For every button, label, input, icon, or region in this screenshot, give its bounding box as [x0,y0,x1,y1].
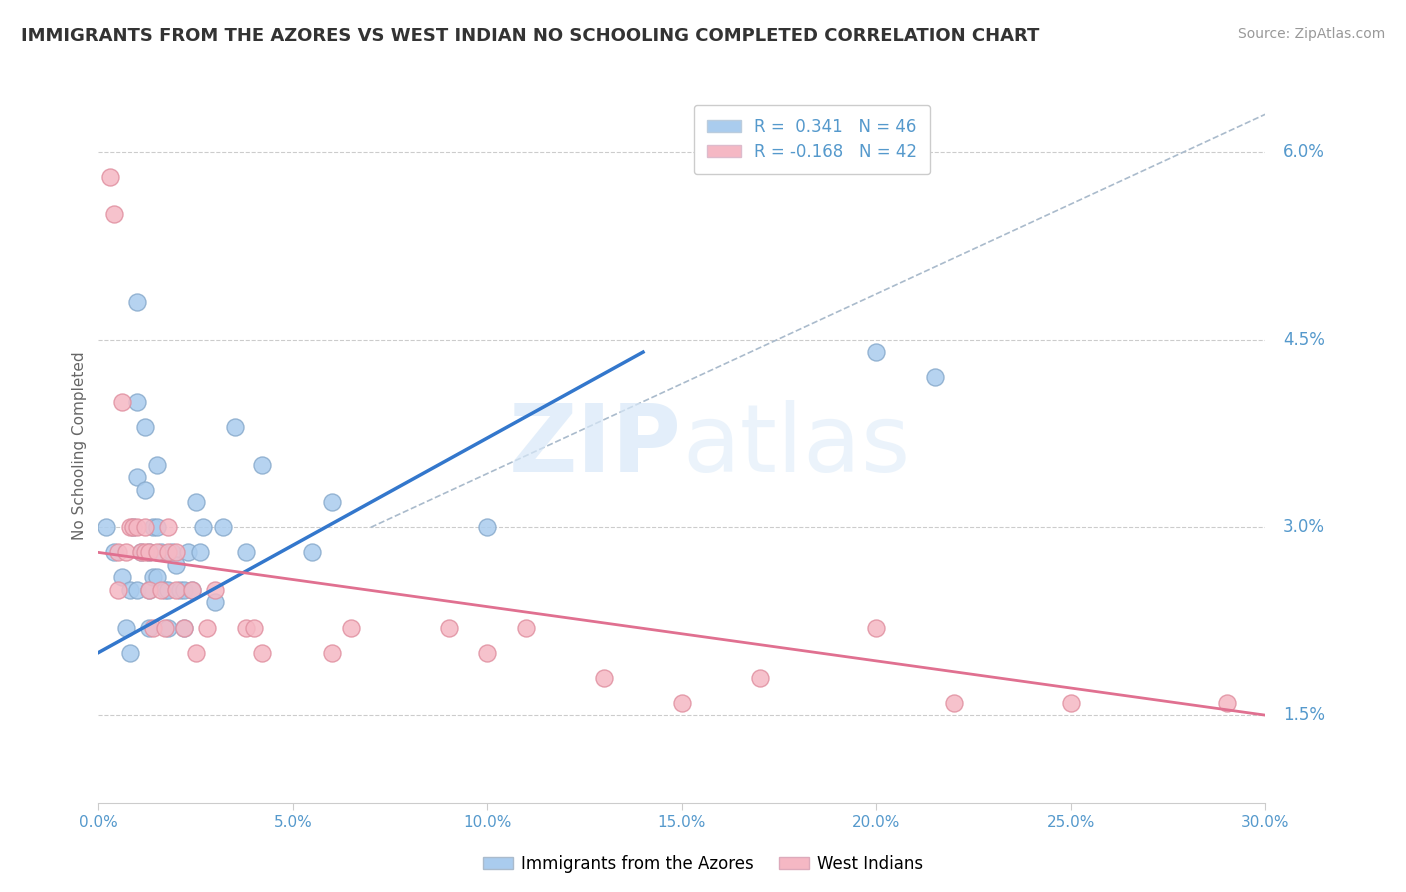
Point [212,520,235,534]
Point [127,582,149,597]
Text: 6.0%: 6.0% [1282,143,1324,161]
Point [593,671,616,685]
Point [184,646,207,660]
Point [118,646,141,660]
Point [321,646,343,660]
Point [865,345,887,359]
Point [138,545,160,559]
Point [173,621,195,635]
Legend: R =  0.341   N = 46, R = -0.168   N = 42: R = 0.341 N = 46, R = -0.168 N = 42 [695,104,931,174]
Point [134,483,156,497]
Point [671,696,693,710]
Point [243,621,266,635]
Point [157,545,180,559]
Point [204,582,226,597]
Point [107,582,129,597]
Point [173,582,195,597]
Text: ZIP: ZIP [509,400,682,492]
Point [162,545,184,559]
Point [107,545,129,559]
Point [515,621,537,635]
Point [235,545,257,559]
Point [103,545,125,559]
Point [157,582,180,597]
Point [153,621,176,635]
Point [111,570,134,584]
Text: atlas: atlas [682,400,910,492]
Point [103,207,125,221]
Point [340,621,363,635]
Point [98,169,121,184]
Point [748,671,770,685]
Point [184,495,207,509]
Point [180,582,202,597]
Point [165,582,187,597]
Point [173,621,195,635]
Point [134,520,156,534]
Point [477,646,499,660]
Point [437,621,460,635]
Point [127,520,149,534]
Point [127,395,149,409]
Y-axis label: No Schooling Completed: No Schooling Completed [72,351,87,541]
Point [114,545,136,559]
Point [146,458,169,472]
Point [477,520,499,534]
Point [195,621,218,635]
Point [250,458,273,472]
Point [180,582,202,597]
Text: 1.5%: 1.5% [1282,706,1324,724]
Point [122,520,145,534]
Text: Source: ZipAtlas.com: Source: ZipAtlas.com [1237,27,1385,41]
Point [193,520,215,534]
Point [153,582,176,597]
Point [96,520,118,534]
Point [943,696,966,710]
Point [149,582,172,597]
Text: 3.0%: 3.0% [1282,518,1324,536]
Point [224,420,246,434]
Point [165,545,187,559]
Point [924,370,946,384]
Point [138,545,160,559]
Text: 4.5%: 4.5% [1282,331,1324,349]
Point [250,646,273,660]
Point [138,582,160,597]
Point [321,495,343,509]
Point [134,545,156,559]
Point [204,595,226,609]
Point [142,520,165,534]
Point [165,558,187,572]
Point [142,570,165,584]
Point [127,470,149,484]
Point [157,621,180,635]
Point [169,582,191,597]
Point [134,420,156,434]
Point [188,545,211,559]
Point [138,582,160,597]
Point [118,520,141,534]
Point [146,520,169,534]
Point [114,621,136,635]
Point [129,545,152,559]
Point [865,621,887,635]
Point [1060,696,1083,710]
Point [301,545,323,559]
Point [122,520,145,534]
Point [129,545,152,559]
Point [1215,696,1237,710]
Point [157,520,180,534]
Point [146,545,169,559]
Point [146,570,169,584]
Point [177,545,200,559]
Point [142,621,165,635]
Point [235,621,257,635]
Point [138,621,160,635]
Point [127,295,149,310]
Legend: Immigrants from the Azores, West Indians: Immigrants from the Azores, West Indians [477,848,929,880]
Text: IMMIGRANTS FROM THE AZORES VS WEST INDIAN NO SCHOOLING COMPLETED CORRELATION CHA: IMMIGRANTS FROM THE AZORES VS WEST INDIA… [21,27,1039,45]
Point [118,582,141,597]
Point [149,545,172,559]
Point [111,395,134,409]
